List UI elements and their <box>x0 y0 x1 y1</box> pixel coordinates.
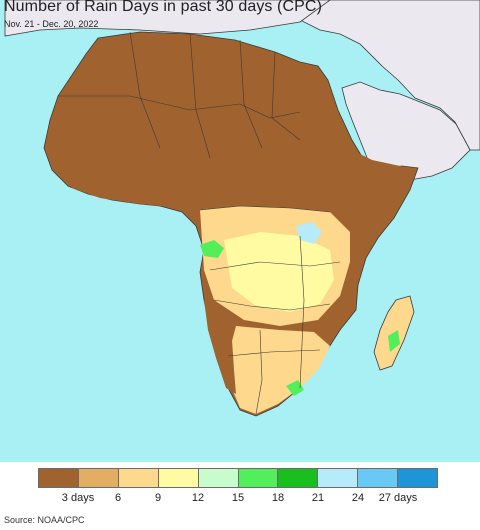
legend-tick-label: 27 days <box>378 492 418 504</box>
legend-tick-label: 6 <box>114 492 122 504</box>
legend-tick-label: 9 <box>154 492 162 504</box>
legend-swatch-8 <box>318 469 359 487</box>
lake-victoria-wet-patch <box>296 222 322 244</box>
rain-days-map <box>0 0 480 462</box>
legend-swatch-3 <box>118 469 159 487</box>
legend-tick-label: 18 <box>271 492 285 504</box>
southern-europe-no-data <box>4 0 331 37</box>
middle-east-no-data <box>299 0 480 151</box>
legend-swatch-10 <box>398 469 438 487</box>
map-title: Number of Rain Days in past 30 days (CPC… <box>4 0 322 15</box>
legend-swatch-5 <box>198 469 239 487</box>
source-credit: Source: NOAA/CPC <box>4 515 85 525</box>
central-africa-wetter-zone <box>224 232 334 312</box>
legend-swatch-2 <box>78 469 119 487</box>
legend-swatch-7 <box>278 469 319 487</box>
legend-swatch-6 <box>238 469 279 487</box>
namibia-dry-zone <box>204 300 236 394</box>
legend-tick-label: 21 <box>311 492 325 504</box>
legend-swatch-1 <box>39 469 79 487</box>
arabian-peninsula-no-data <box>341 81 471 185</box>
legend-tick-label: 3 days <box>61 492 95 504</box>
legend-tick-label: 24 <box>351 492 365 504</box>
date-range: Nov. 21 - Dec. 20, 2022 <box>4 19 99 29</box>
legend-swatch-4 <box>158 469 199 487</box>
legend-color-bar <box>38 468 438 488</box>
south-africa-wet-patch <box>286 380 304 396</box>
madagascar-wet-patch <box>388 330 400 352</box>
congo-wet-patch <box>200 240 224 258</box>
legend-swatch-9 <box>358 469 399 487</box>
country-boundaries <box>58 31 341 415</box>
legend-tick-label: 15 <box>231 492 245 504</box>
southern-africa-moist-zone <box>228 326 330 414</box>
legend-tick-label: 12 <box>191 492 205 504</box>
sahel-zone <box>60 140 350 208</box>
horn-of-africa-dry-zone <box>346 150 416 232</box>
